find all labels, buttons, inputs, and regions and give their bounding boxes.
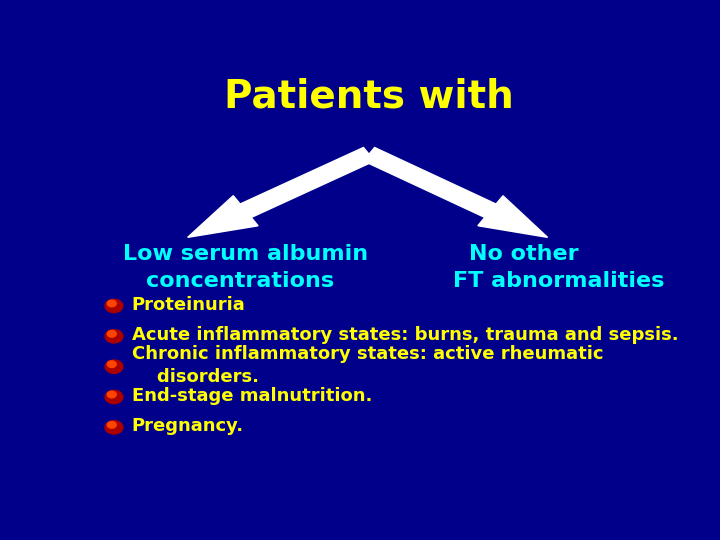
Text: No other: No other xyxy=(469,244,579,264)
Text: concentrations: concentrations xyxy=(145,271,334,291)
Text: Pregnancy.: Pregnancy. xyxy=(132,417,244,435)
Circle shape xyxy=(105,421,123,434)
Text: Low serum albumin: Low serum albumin xyxy=(124,244,369,264)
Circle shape xyxy=(107,361,116,368)
Polygon shape xyxy=(188,147,374,238)
Text: Acute inflammatory states: burns, trauma and sepsis.: Acute inflammatory states: burns, trauma… xyxy=(132,326,678,344)
Circle shape xyxy=(105,329,123,343)
Circle shape xyxy=(107,330,116,337)
Text: Patients with: Patients with xyxy=(224,77,514,115)
Circle shape xyxy=(107,422,116,428)
Text: Chronic inflammatory states: active rheumatic
    disorders.: Chronic inflammatory states: active rheu… xyxy=(132,345,603,386)
Circle shape xyxy=(107,300,116,307)
Text: FT abnormalities: FT abnormalities xyxy=(453,271,664,291)
Circle shape xyxy=(105,299,123,313)
Text: Proteinuria: Proteinuria xyxy=(132,296,246,314)
Circle shape xyxy=(107,391,116,398)
Circle shape xyxy=(105,360,123,373)
Text: End-stage malnutrition.: End-stage malnutrition. xyxy=(132,387,372,405)
Polygon shape xyxy=(364,147,547,238)
Circle shape xyxy=(105,390,123,404)
